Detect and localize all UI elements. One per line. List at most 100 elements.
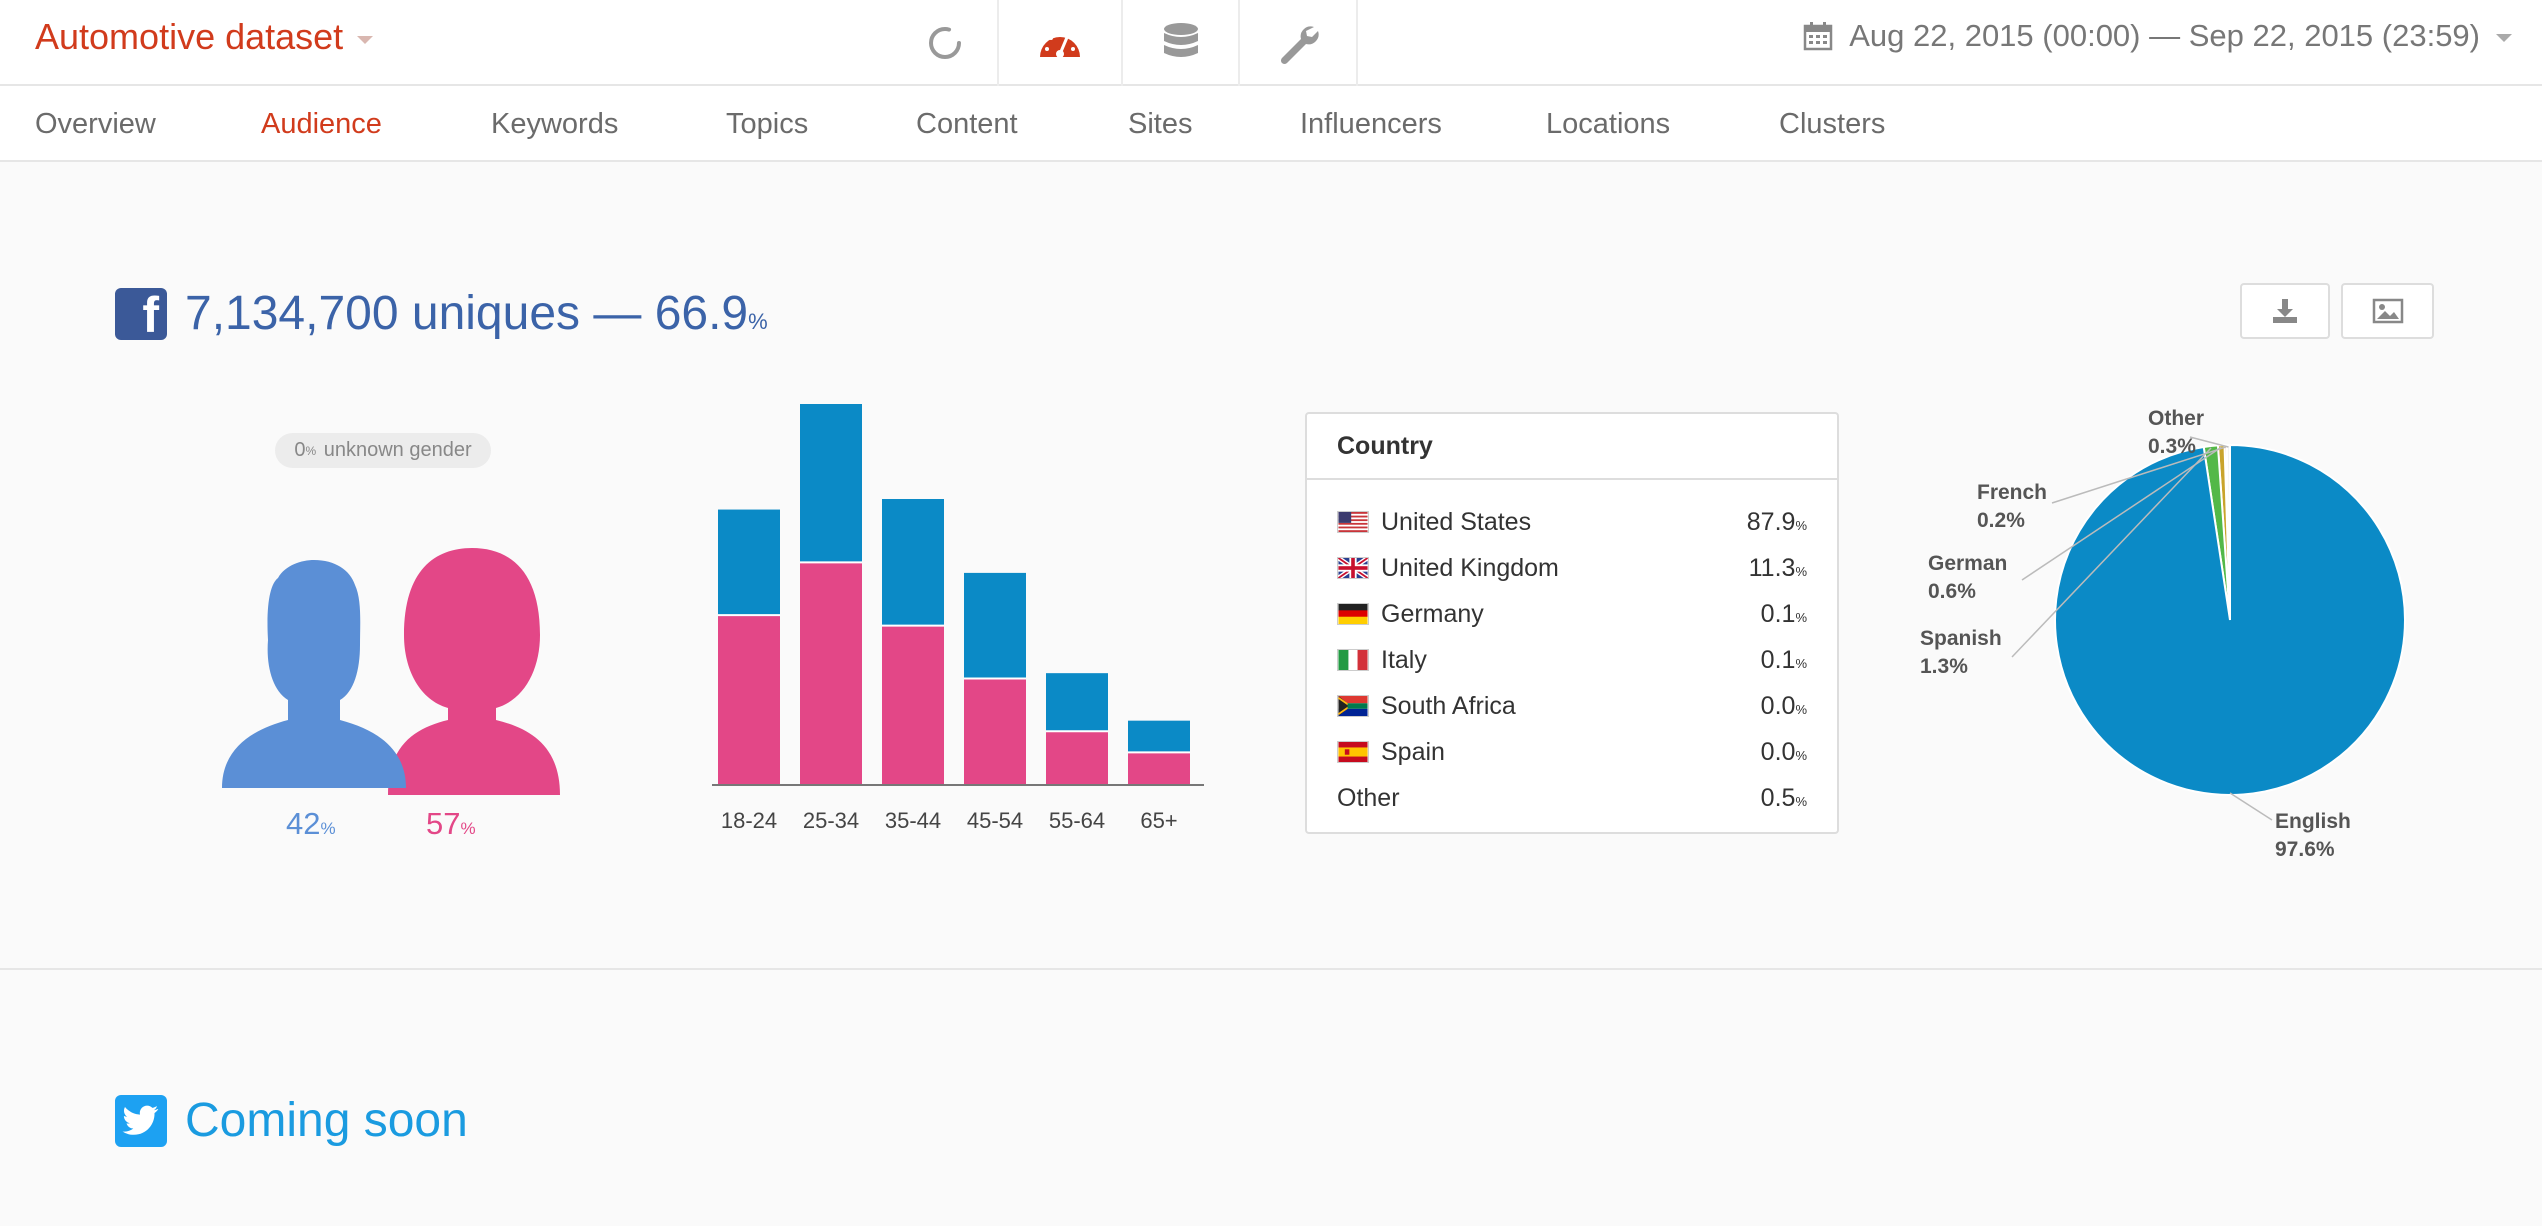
uniques-unit: %	[748, 309, 768, 334]
pie-leader-line	[2229, 792, 2273, 821]
tab-content[interactable]: Content	[916, 108, 1018, 140]
country-value: 11.3%	[1748, 553, 1807, 582]
section-divider	[0, 968, 2542, 970]
country-row: Other 0.5%	[1337, 778, 1807, 818]
country-row: Italy 0.1%	[1337, 640, 1807, 680]
tab-overview[interactable]: Overview	[35, 108, 156, 140]
country-name: Spain	[1381, 737, 1445, 766]
male-figure-icon	[222, 560, 406, 788]
female-value: 57	[426, 806, 461, 841]
tab-locations[interactable]: Locations	[1546, 108, 1671, 140]
facebook-icon: f	[115, 287, 167, 343]
language-pie-chart: English 97.6% Spanish 1.3% German 0.6% French 0…	[1920, 407, 2406, 861]
pie-leader-line	[2021, 446, 2222, 581]
facebook-uniques: 7,134,700 uniques — 66.9%	[185, 286, 768, 341]
image-icon	[2372, 298, 2403, 324]
country-value-unit: %	[1795, 517, 1807, 533]
unknown-gender-value: 0	[294, 439, 306, 461]
date-range-picker[interactable]: Aug 22, 2015 (00:00) — Sep 22, 2015 (23:…	[1803, 18, 2512, 54]
female-unit: %	[460, 819, 476, 838]
age-bar-45-54-segment-1	[964, 572, 1026, 679]
chevron-down-icon	[357, 36, 374, 44]
country-table: Country United States 87.9% United Kingdom…	[1305, 412, 1839, 834]
tab-clusters[interactable]: Clusters	[1779, 108, 1886, 140]
tab-bar: Overview Audience Keywords Topics Conten…	[0, 86, 2542, 162]
tab-sites[interactable]: Sites	[1128, 108, 1193, 140]
twitter-title: Coming soon	[185, 1094, 468, 1147]
country-row: United States 87.9%	[1337, 502, 1807, 542]
country-name: South Africa	[1381, 691, 1516, 720]
age-bar-55-64-segment-0	[1046, 731, 1108, 784]
tab-keywords[interactable]: Keywords	[491, 108, 619, 140]
pie-label: Other	[2148, 407, 2204, 430]
country-value: 0.5%	[1760, 783, 1807, 812]
age-bar-18-24-segment-0	[718, 615, 780, 784]
wrench-icon	[1280, 26, 1319, 65]
tab-influencers[interactable]: Influencers	[1300, 108, 1442, 140]
pie-label: Spanish	[1920, 627, 2002, 650]
dashboard-icon	[1040, 31, 1080, 58]
download-button[interactable]	[2240, 283, 2330, 339]
age-bar-chart: 18-24 25-34 35-44 45-54 55-64 65+	[712, 404, 1204, 833]
export-image-button[interactable]	[2341, 283, 2434, 339]
age-bar-65+-segment-1	[1128, 720, 1190, 753]
age-bar-65+-segment-0	[1128, 752, 1190, 784]
pie-value-label: 0.3%	[2148, 435, 2196, 458]
country-name: Italy	[1381, 645, 1427, 674]
country-value-unit: %	[1795, 701, 1807, 717]
age-bar-55-64-segment-1	[1046, 673, 1108, 732]
spinner-tool-button[interactable]	[893, 0, 997, 86]
unknown-gender-label: unknown gender	[323, 439, 472, 461]
pie-value-label: 0.2%	[1977, 509, 2025, 532]
country-value: 0.1%	[1760, 599, 1807, 628]
age-bar-25-34-segment-1	[800, 404, 862, 563]
country-name: United Kingdom	[1381, 553, 1559, 582]
settings-tool-button[interactable]	[1238, 0, 1358, 86]
age-tick-label: 18-24	[721, 808, 777, 833]
download-icon	[2273, 299, 2297, 323]
male-value: 42	[286, 806, 321, 841]
country-value: 0.0%	[1760, 691, 1807, 720]
country-value-unit: %	[1795, 793, 1807, 809]
uniques-text: 7,134,700 uniques — 66.9	[185, 287, 749, 340]
age-bar-18-24-segment-1	[718, 509, 780, 616]
country-name: United States	[1381, 507, 1532, 536]
pie-label: French	[1977, 481, 2047, 504]
country-value-unit: %	[1795, 655, 1807, 671]
chevron-down-icon	[2496, 34, 2512, 42]
country-row: United Kingdom 11.3%	[1337, 548, 1807, 588]
country-value: 0.1%	[1760, 645, 1807, 674]
male-percentage: 42%	[286, 806, 336, 842]
twitter-icon	[115, 1094, 167, 1147]
country-row: South Africa 0.0%	[1337, 686, 1807, 726]
database-icon	[1163, 23, 1198, 57]
dashboard-tool-button[interactable]	[997, 0, 1121, 86]
tab-audience[interactable]: Audience	[261, 108, 382, 140]
country-value-unit: %	[1795, 563, 1807, 579]
country-value-unit: %	[1795, 609, 1807, 625]
age-bar-25-34-segment-0	[800, 562, 862, 784]
country-value: 87.9%	[1746, 507, 1807, 536]
male-unit: %	[320, 819, 336, 838]
top-bar: Automotive dataset	[0, 0, 2542, 86]
female-percentage: 57%	[426, 806, 476, 842]
pie-value-label: 97.6%	[2275, 838, 2335, 861]
unknown-gender-badge: 0% unknown gender	[275, 433, 491, 468]
country-name: Germany	[1381, 599, 1484, 628]
it-flag-icon	[1337, 649, 1369, 671]
twitter-section-header: Coming soon	[115, 1093, 468, 1148]
country-row: Spain 0.0%	[1337, 732, 1807, 772]
dataset-selector[interactable]: Automotive dataset	[35, 16, 374, 58]
age-tick-label: 45-54	[967, 808, 1023, 833]
gb-flag-icon	[1337, 557, 1369, 579]
spinner-icon	[929, 27, 961, 59]
database-tool-button[interactable]	[1121, 0, 1238, 86]
age-tick-label: 25-34	[803, 808, 859, 833]
country-table-title: Country	[1307, 414, 1837, 480]
age-bar-35-44-segment-1	[882, 499, 944, 626]
pie-leader-line	[2011, 447, 2212, 658]
pie-label: German	[1928, 552, 2007, 575]
es-flag-icon	[1337, 741, 1369, 763]
pie-value-label: 0.6%	[1928, 580, 1976, 603]
tab-topics[interactable]: Topics	[726, 108, 809, 140]
